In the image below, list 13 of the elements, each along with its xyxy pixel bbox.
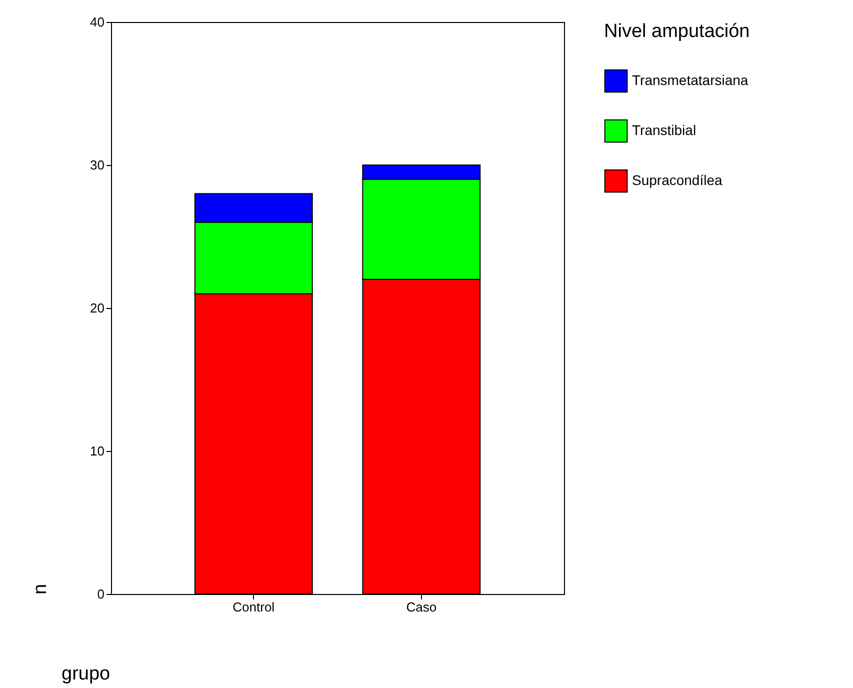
legend-title: Nivel amputación — [604, 21, 750, 42]
legend-label: Supracondílea — [632, 172, 723, 188]
y-tick-label: 20 — [90, 300, 104, 316]
y-tick-label: 0 — [97, 586, 104, 602]
x-tick-label: Caso — [406, 600, 437, 614]
y-tick-label: 40 — [90, 14, 104, 30]
x-tick-label: Control — [232, 600, 275, 614]
x-axis-title: grupo — [62, 664, 110, 684]
y-tick-label: 30 — [90, 158, 104, 172]
legend-label: Transtibial — [632, 122, 696, 138]
y-tick-label: 10 — [90, 444, 104, 458]
y-axis-title: n — [30, 584, 52, 594]
legend-label: Transmetatarsiana — [632, 72, 748, 88]
